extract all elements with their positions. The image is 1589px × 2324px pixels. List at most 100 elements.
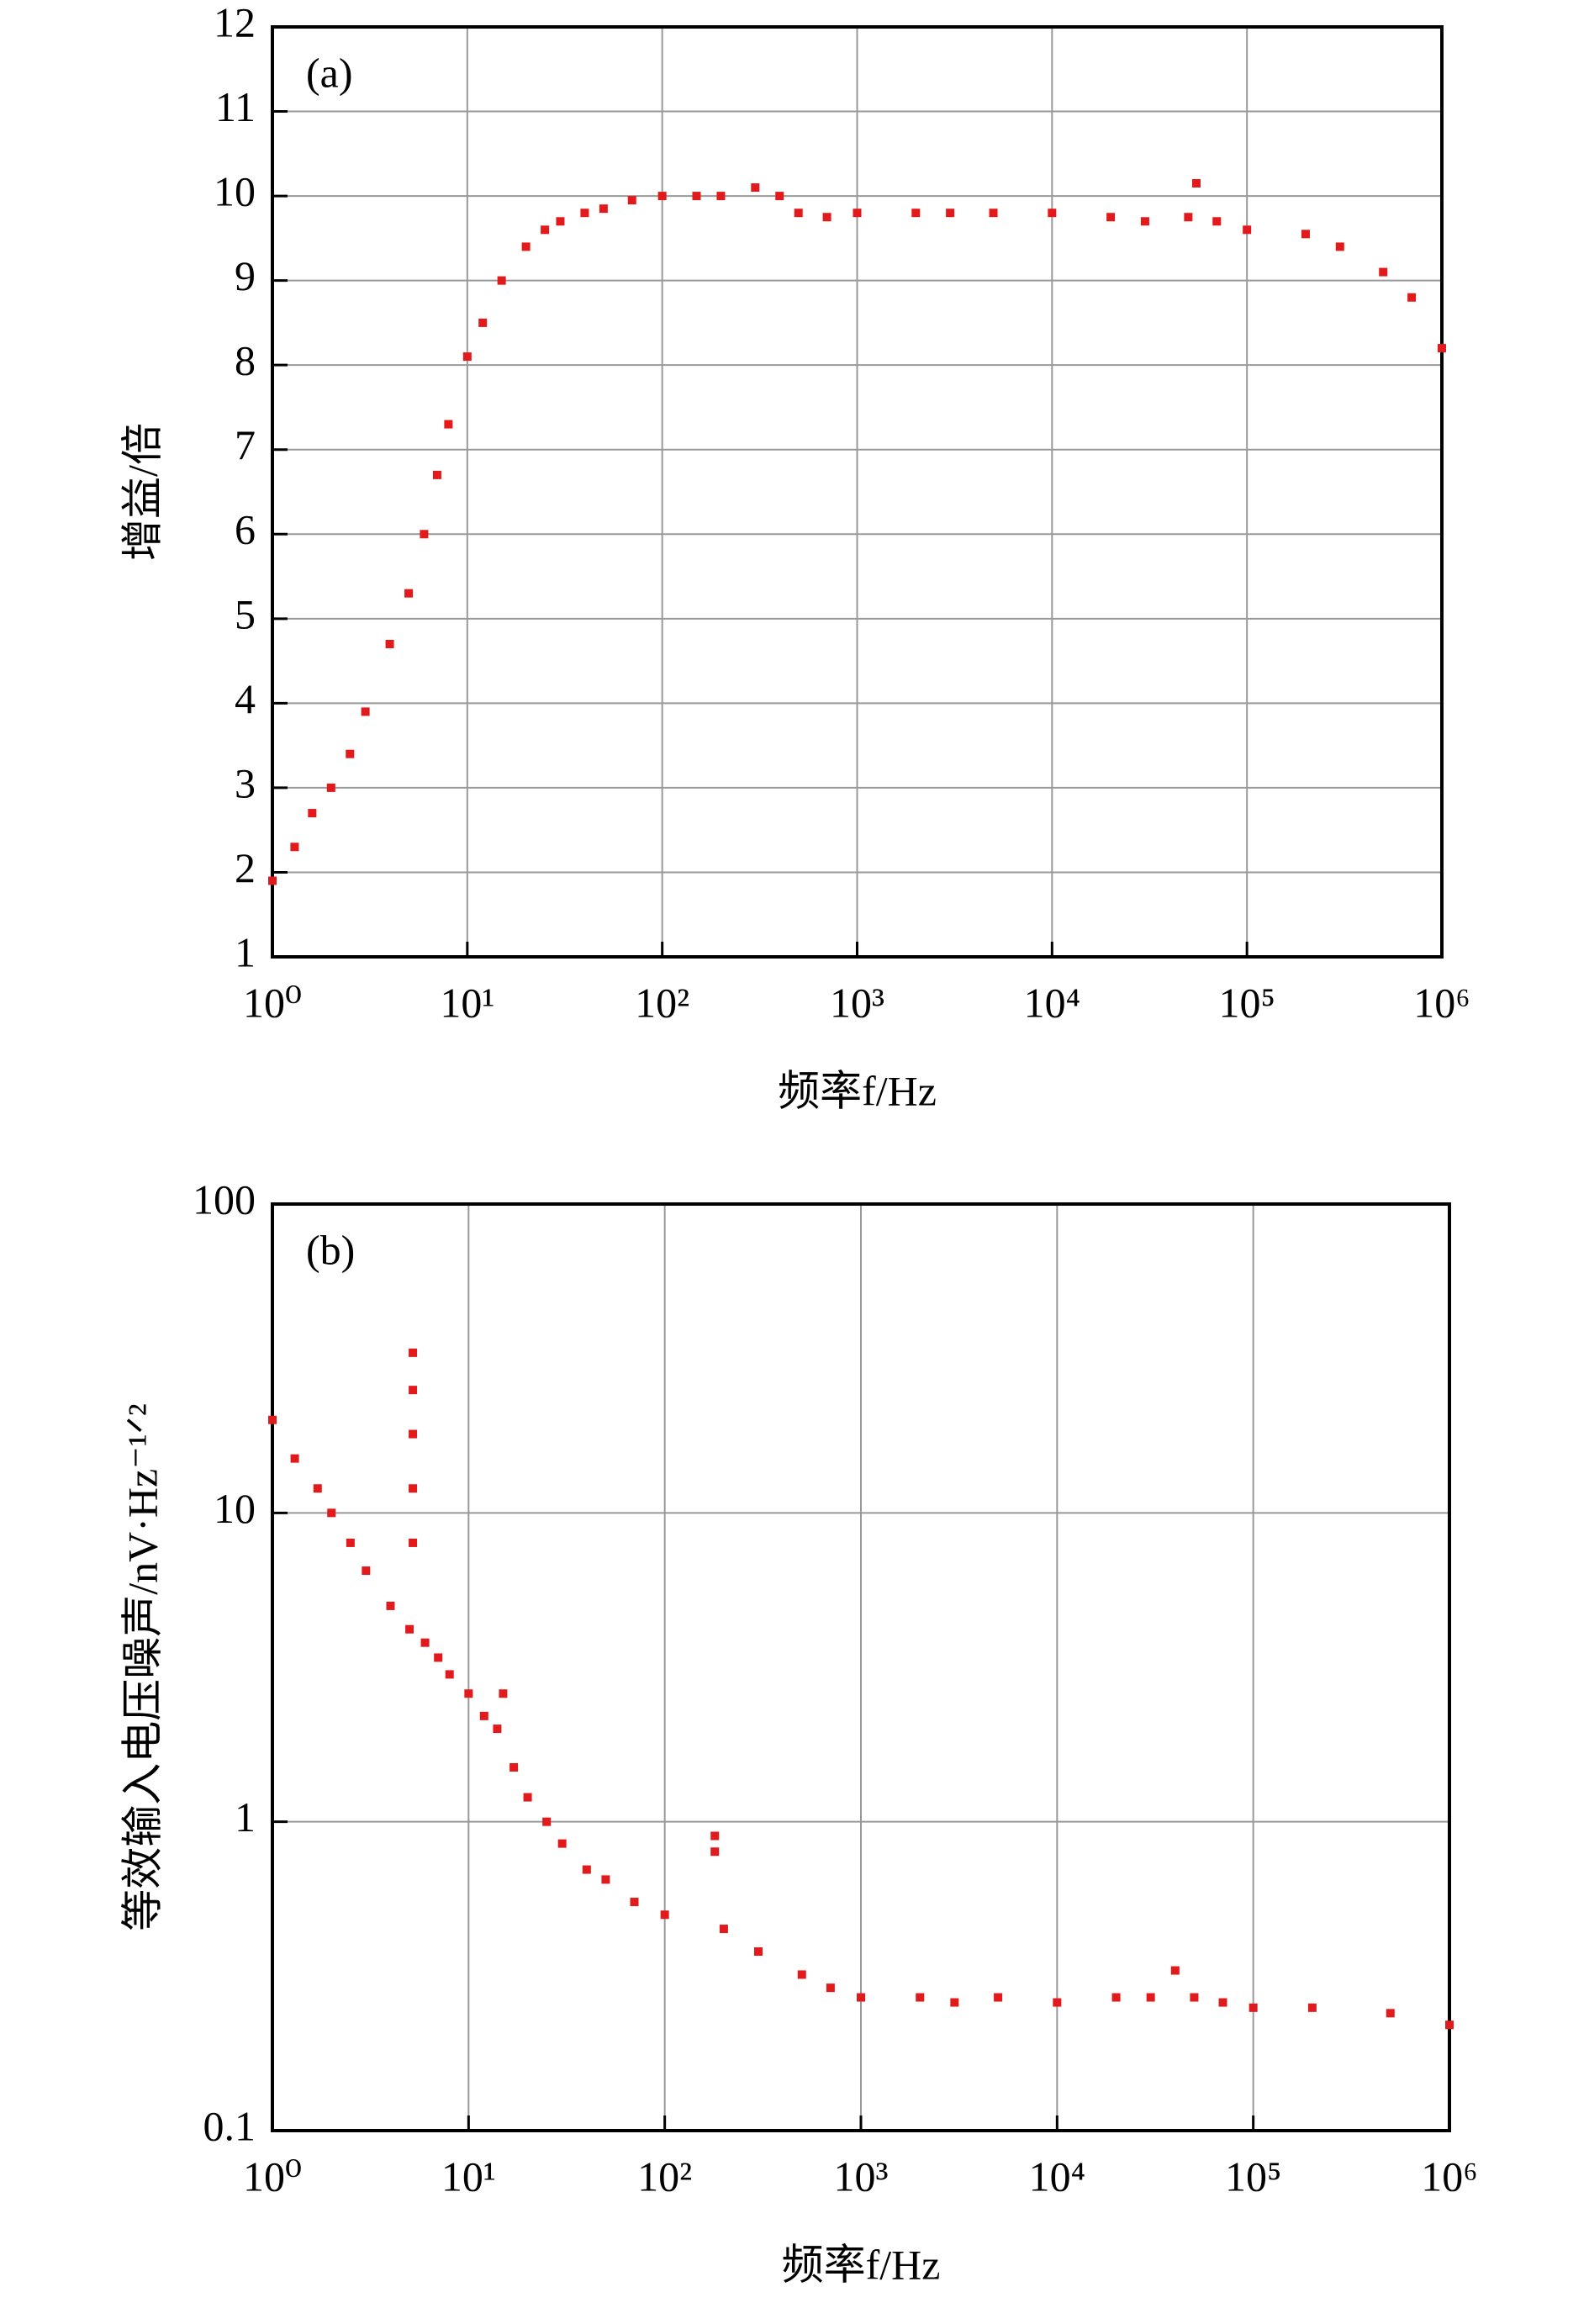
data-point	[826, 1983, 835, 1993]
y-tick-label: 1	[235, 1793, 256, 1841]
data-point	[1190, 1993, 1199, 2002]
data-point	[582, 1865, 591, 1874]
y-tick-label: 6	[235, 506, 256, 553]
x-tick-label: 10²	[635, 979, 689, 1026]
data-point	[1212, 217, 1222, 226]
data-point	[692, 192, 701, 201]
data-point	[409, 1484, 418, 1493]
y-tick-label: 9	[235, 252, 256, 299]
data-point	[499, 1689, 508, 1698]
data-point	[657, 192, 667, 201]
x-tick-label: 10⁵	[1225, 2152, 1281, 2200]
x-tick-label: 10⁴	[1024, 979, 1080, 1026]
data-point	[386, 1601, 395, 1610]
data-point	[557, 1839, 567, 1848]
data-point	[521, 242, 531, 251]
data-point	[542, 1817, 552, 1826]
y-tick-label: 12	[214, 0, 256, 45]
plot-frame	[271, 25, 1444, 959]
data-point	[464, 1689, 473, 1698]
panel-label: (b)	[306, 1226, 355, 1273]
data-point	[290, 1454, 299, 1463]
data-point	[523, 1793, 532, 1802]
data-point	[462, 352, 472, 362]
data-point	[361, 707, 370, 716]
x-tick-label: 10²	[637, 2152, 692, 2200]
data-point	[405, 1624, 414, 1634]
y-axis-label: 增益/倍	[119, 423, 166, 561]
data-point	[509, 1762, 519, 1772]
data-point	[444, 420, 453, 429]
data-point	[1053, 1998, 1062, 2007]
data-point	[420, 1638, 430, 1647]
data-point	[268, 876, 277, 885]
data-point	[1307, 2003, 1317, 2012]
data-point	[775, 192, 784, 201]
panel-label: (a)	[306, 49, 353, 96]
data-point	[313, 1484, 322, 1493]
data-point	[479, 1711, 488, 1720]
data-point	[290, 842, 299, 852]
data-point	[1386, 2009, 1395, 2018]
data-point	[404, 589, 414, 598]
data-point	[916, 1993, 925, 2002]
y-tick-label: 8	[235, 337, 256, 384]
x-tick-label: 10⁶	[1421, 2152, 1477, 2200]
data-point	[716, 192, 726, 201]
data-point	[1407, 293, 1417, 302]
data-point	[1438, 344, 1446, 353]
data-point	[385, 639, 394, 648]
data-point	[946, 209, 955, 218]
x-tick-label: 10¹	[440, 979, 494, 1026]
x-tick-label: 10⁰	[243, 979, 302, 1026]
data-point	[409, 1429, 418, 1439]
x-tick-label: 10³	[834, 2152, 889, 2200]
data-point	[853, 209, 862, 218]
data-point	[1146, 1993, 1155, 2002]
data-point	[497, 276, 506, 285]
x-tick-label: 10¹	[441, 2152, 496, 2200]
data-point	[599, 204, 608, 214]
data-point	[994, 1993, 1003, 2002]
data-point	[346, 1538, 355, 1547]
data-point	[797, 1970, 806, 1979]
y-tick-label: 4	[235, 675, 256, 722]
data-point	[432, 470, 441, 479]
y-tick-label: 1	[235, 928, 256, 975]
y-tick-label: 2	[235, 844, 256, 891]
data-point	[556, 217, 565, 226]
plot-frame	[271, 1202, 1451, 2132]
data-point	[478, 318, 488, 327]
data-point	[989, 209, 998, 218]
y-tick-label: 10	[214, 168, 256, 215]
x-axis-label: 频率f/Hz	[782, 2241, 941, 2288]
data-point	[1140, 217, 1149, 226]
data-point	[710, 1847, 720, 1857]
data-point	[1218, 1998, 1227, 2007]
data-point	[1111, 1993, 1121, 2002]
y-axis-label: 等效输入电压噪声/nV·Hz⁻¹ᐟ²	[119, 1403, 166, 1931]
x-tick-label: 10³	[830, 979, 884, 1026]
data-point	[627, 196, 636, 205]
data-point	[660, 1910, 669, 1920]
x-tick-label: 10⁴	[1029, 2152, 1085, 2200]
y-tick-label: 0.1	[203, 2102, 256, 2149]
y-tick-label: 10	[214, 1485, 256, 1532]
x-tick-label: 10⁰	[243, 2152, 302, 2200]
data-point	[1170, 1966, 1180, 1975]
data-point	[327, 1508, 336, 1518]
data-point	[346, 749, 355, 758]
data-point	[822, 213, 831, 222]
x-tick-label: 10⁶	[1413, 979, 1470, 1026]
data-point	[719, 1925, 728, 1934]
data-point	[753, 1947, 763, 1957]
data-point	[409, 1386, 418, 1395]
y-tick-label: 3	[235, 759, 256, 806]
data-point	[308, 809, 317, 818]
data-point	[1184, 213, 1193, 222]
x-tick-label: 10⁵	[1218, 979, 1275, 1026]
data-point	[1248, 2003, 1258, 2012]
data-point	[541, 225, 550, 235]
